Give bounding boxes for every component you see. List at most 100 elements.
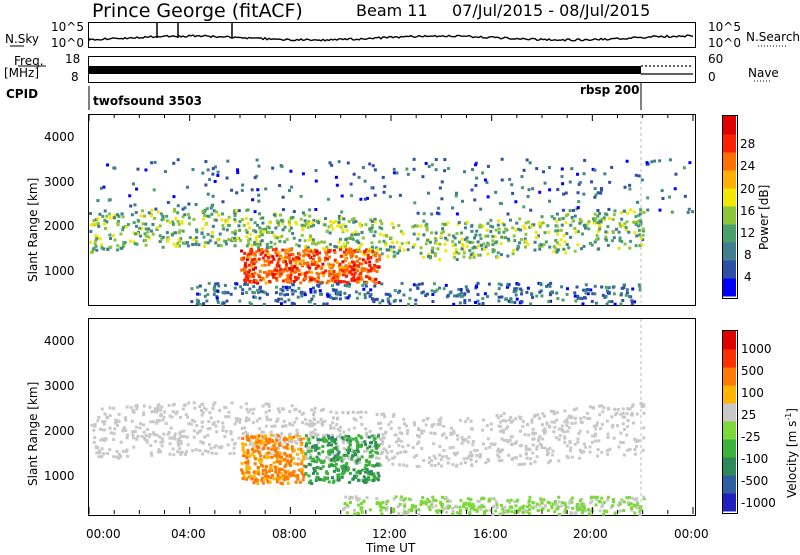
- power-pixel: [327, 225, 331, 229]
- velocity-pixel: [287, 433, 291, 437]
- power-pixel: [383, 184, 387, 188]
- velocity-pixel: [104, 437, 108, 441]
- power-pixel: [289, 273, 293, 277]
- velocity-pixel: [280, 476, 284, 480]
- power-pixel: [344, 252, 348, 256]
- power-pixel: [432, 282, 436, 286]
- power-pixel: [526, 286, 530, 290]
- power-pixel: [303, 213, 307, 217]
- power-cb-tick: 4: [744, 270, 752, 284]
- power-pixel: [261, 256, 265, 260]
- velocity-pixel: [275, 452, 279, 456]
- power-pixel: [529, 224, 533, 228]
- velocity-pixel: [562, 430, 566, 434]
- power-pixel: [375, 297, 379, 301]
- power-pixel: [431, 299, 435, 303]
- power-pixel: [589, 288, 593, 292]
- power-pixel: [625, 159, 629, 163]
- power-pixel: [338, 273, 342, 277]
- power-pixel: [533, 240, 537, 244]
- power-pixel: [378, 301, 382, 305]
- power-pixel: [539, 281, 543, 285]
- velocity-pixel: [328, 452, 332, 456]
- velocity-pixel: [611, 498, 615, 502]
- velocity-pixel: [606, 495, 610, 499]
- power-pixel: [101, 214, 105, 218]
- velocity-pixel: [364, 427, 368, 431]
- power-pixel: [515, 297, 519, 301]
- power-pixel: [131, 182, 135, 186]
- velocity-pixel: [621, 407, 625, 411]
- velocity-pixel: [403, 511, 407, 515]
- velocity-pixel: [277, 438, 281, 442]
- power-colorbar-segment: [723, 170, 736, 189]
- velocity-pixel: [606, 432, 610, 436]
- power-pixel: [329, 296, 333, 300]
- velocity-pixel: [597, 404, 601, 408]
- velocity-pixel: [476, 499, 480, 503]
- velocity-pixel: [283, 469, 287, 473]
- velocity-pixel: [257, 434, 261, 438]
- power-pixel: [106, 247, 110, 251]
- velocity-pixel: [458, 509, 462, 513]
- power-pixel: [636, 200, 640, 204]
- power-pixel: [258, 285, 262, 289]
- velocity-pixel: [259, 454, 263, 458]
- power-pixel: [257, 164, 261, 168]
- power-pixel: [497, 282, 501, 286]
- power-pixel: [210, 204, 214, 208]
- velocity-pixel: [330, 437, 334, 441]
- power-pixel: [371, 298, 375, 302]
- velocity-pixel: [295, 474, 299, 478]
- power-pixel: [535, 236, 539, 240]
- velocity-pixel: [582, 504, 586, 508]
- velocity-pixel: [591, 434, 595, 438]
- velocity-pixel: [500, 437, 504, 441]
- power-pixel: [186, 244, 190, 248]
- velocity-pixel: [618, 502, 622, 506]
- velocity-pixel: [226, 443, 230, 447]
- velocity-pixel: [173, 437, 177, 441]
- velocity-pixel: [381, 432, 385, 436]
- velocity-pixel: [440, 495, 444, 499]
- power-pixel: [348, 270, 352, 274]
- power-pixel: [261, 250, 265, 254]
- power-pixel: [369, 288, 373, 292]
- velocity-pixel: [430, 501, 434, 505]
- power-pixel: [215, 296, 219, 300]
- power-pixel: [323, 223, 327, 227]
- velocity-pixel: [357, 434, 361, 438]
- velocity-pixel: [244, 461, 248, 465]
- power-pixel: [286, 276, 290, 280]
- power-pixel: [358, 222, 362, 226]
- velocity-pixel: [121, 427, 125, 431]
- velocity-pixel: [179, 452, 183, 456]
- velocity-pixel: [117, 456, 121, 460]
- power-pixel: [443, 222, 447, 226]
- velocity-pixel: [550, 504, 554, 508]
- power-pixel: [94, 239, 98, 243]
- power-pixel: [348, 236, 352, 240]
- power-pixel: [291, 231, 295, 235]
- velocity-pixel: [353, 512, 357, 516]
- velocity-pixel: [283, 436, 287, 440]
- velocity-pixel: [217, 445, 221, 449]
- velocity-pixel: [403, 497, 407, 501]
- power-pixel: [564, 221, 568, 225]
- velocity-pixel: [511, 419, 515, 423]
- power-pixel: [407, 302, 411, 306]
- velocity-pixel: [451, 512, 455, 516]
- power-pixel: [583, 296, 587, 300]
- power-pixel: [532, 223, 536, 227]
- velocity-pixel: [245, 416, 249, 420]
- velocity-pixel: [421, 495, 425, 499]
- velocity-pixel: [109, 431, 113, 435]
- power-pixel: [233, 244, 237, 248]
- power-pixel: [497, 227, 501, 231]
- power-pixel: [348, 283, 352, 287]
- power-pixel: [683, 194, 687, 198]
- power-pixel: [201, 209, 205, 213]
- power-pixel: [598, 227, 602, 231]
- velocity-pixel: [155, 419, 159, 423]
- velocity-pixel: [453, 453, 457, 457]
